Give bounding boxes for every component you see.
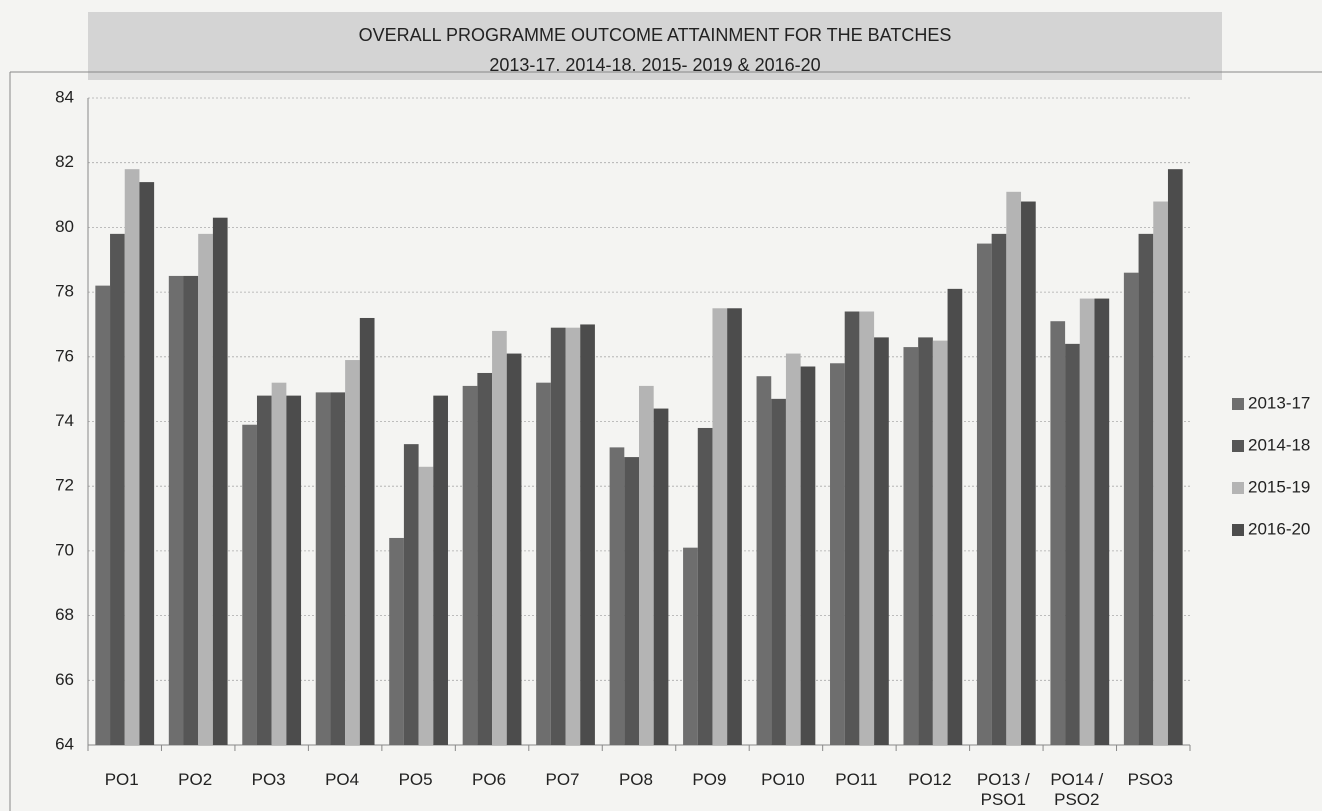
bar xyxy=(785,353,801,745)
y-tick-label: 80 xyxy=(55,217,74,236)
bar xyxy=(771,398,786,745)
bar xyxy=(609,447,625,745)
chart-subtitle: 2013-17. 2014-18. 2015- 2019 & 2016-20 xyxy=(489,55,820,75)
x-tick-label: PO7 xyxy=(545,770,580,789)
bar xyxy=(1021,201,1036,745)
bar xyxy=(976,243,992,745)
bar xyxy=(727,308,742,745)
x-tick-label: PSO3 xyxy=(1127,770,1173,789)
bar xyxy=(168,275,184,745)
bar xyxy=(345,360,360,745)
bar xyxy=(712,308,728,745)
bar xyxy=(844,311,860,745)
legend-label: 2014-18 xyxy=(1248,435,1310,454)
bar xyxy=(653,408,669,745)
title-box xyxy=(88,12,1222,80)
legend-swatch xyxy=(1232,524,1244,536)
bar xyxy=(1065,343,1080,745)
legend-swatch xyxy=(1232,440,1244,452)
x-tick-label: PO4 xyxy=(325,770,360,789)
legend-swatch xyxy=(1232,482,1244,494)
x-tick-label: PO5 xyxy=(398,770,433,789)
x-tick-label: PO10 xyxy=(761,770,805,789)
chart-title: OVERALL PROGRAMME OUTCOME ATTAINMENT FOR… xyxy=(359,25,952,45)
y-tick-label: 74 xyxy=(55,411,74,430)
y-tick-label: 64 xyxy=(55,734,74,753)
bar xyxy=(1050,321,1066,745)
bar xyxy=(110,233,125,745)
legend-swatch xyxy=(1232,398,1244,410)
bar xyxy=(315,392,331,745)
bar xyxy=(830,363,845,745)
bar xyxy=(550,327,566,745)
bar xyxy=(1153,201,1168,745)
x-tick-label: PO2 xyxy=(178,770,213,789)
bar xyxy=(1138,233,1154,745)
y-tick-label: 82 xyxy=(55,152,74,171)
y-tick-label: 70 xyxy=(55,540,74,559)
bar xyxy=(433,395,448,745)
bar xyxy=(580,324,595,745)
bar xyxy=(697,427,713,745)
y-tick-label: 84 xyxy=(55,87,74,106)
bar xyxy=(536,382,551,745)
bar xyxy=(565,327,581,745)
y-tick-label: 68 xyxy=(55,605,74,624)
bar xyxy=(403,444,419,745)
x-tick-label: PO12 xyxy=(908,770,952,789)
x-tick-label: PO6 xyxy=(472,770,507,789)
bar xyxy=(124,169,140,746)
bar xyxy=(1006,191,1022,745)
bar xyxy=(918,337,933,745)
x-tick-label: PO13 / PSO1 xyxy=(976,770,1030,809)
bar xyxy=(624,457,639,745)
x-tick-label: PO9 xyxy=(692,770,727,789)
bar xyxy=(242,424,257,745)
x-tick-label: PO1 xyxy=(104,770,139,789)
bar xyxy=(212,217,228,745)
legend-label: 2015-19 xyxy=(1248,477,1310,496)
y-tick-label: 76 xyxy=(55,346,74,365)
bar xyxy=(477,372,493,745)
bar xyxy=(874,337,889,745)
x-tick-label: PO11 xyxy=(835,770,878,789)
x-tick-label: PO14 / PSO2 xyxy=(1050,770,1104,809)
bar xyxy=(859,311,875,745)
bar xyxy=(198,233,213,745)
bar xyxy=(932,340,948,745)
x-tick-label: PO3 xyxy=(251,770,286,789)
bar xyxy=(506,353,522,745)
bar xyxy=(418,466,434,745)
y-tick-label: 78 xyxy=(55,282,74,301)
bar xyxy=(639,385,654,745)
bar xyxy=(139,182,155,746)
bar xyxy=(1123,272,1139,745)
y-tick-label: 66 xyxy=(55,670,74,689)
bar xyxy=(389,537,404,745)
bar xyxy=(991,233,1007,745)
bar xyxy=(903,347,919,745)
bar xyxy=(1094,298,1110,745)
legend-label: 2016-20 xyxy=(1248,519,1310,538)
bar xyxy=(756,376,772,745)
bar xyxy=(286,395,302,745)
bar xyxy=(256,395,272,745)
bar xyxy=(359,317,375,745)
bar xyxy=(271,382,287,745)
bar xyxy=(683,547,698,745)
bar xyxy=(1079,298,1095,745)
bar xyxy=(462,385,478,745)
legend-label: 2013-17 xyxy=(1248,393,1310,412)
bar xyxy=(183,275,199,745)
bar xyxy=(330,392,346,745)
bar xyxy=(492,330,507,745)
bar xyxy=(1167,169,1183,746)
x-tick-label: PO8 xyxy=(618,770,653,789)
bar xyxy=(95,285,111,745)
y-tick-label: 72 xyxy=(55,476,74,495)
bar xyxy=(947,288,963,745)
bar xyxy=(800,366,816,745)
